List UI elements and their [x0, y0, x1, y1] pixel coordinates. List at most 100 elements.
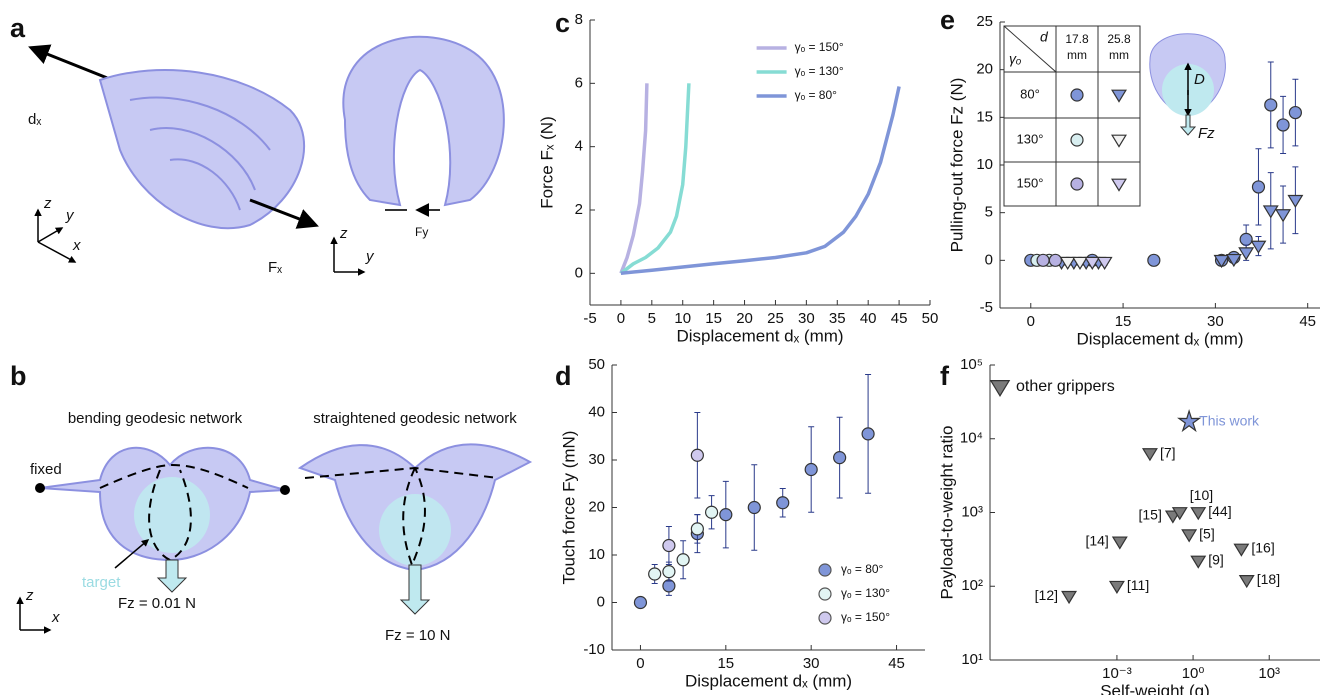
- marker: [1213, 254, 1230, 269]
- line: [620, 86, 901, 276]
- marker: [1251, 180, 1266, 194]
- x-tick-label: 45: [891, 310, 908, 327]
- y-tick-label: -10: [583, 641, 605, 658]
- x-tick-label: 0: [1027, 313, 1035, 330]
- y-tick-label: 0: [597, 593, 605, 610]
- y-axis-label: Force Fₓ (N): [537, 116, 556, 208]
- marker: [1111, 89, 1127, 103]
- legend-label: γₒ = 150°: [841, 610, 890, 624]
- marker: [1276, 118, 1290, 132]
- marker: [662, 579, 676, 593]
- marker: [818, 563, 832, 577]
- marker: [1250, 240, 1267, 254]
- marker: [1238, 575, 1255, 589]
- x-tick-label: 45: [888, 655, 905, 672]
- x-tick-label: 10⁰: [1182, 665, 1205, 682]
- illustration-label: Fy: [415, 225, 428, 239]
- panel-label: b: [10, 361, 27, 391]
- inset-sketch: [1149, 33, 1226, 136]
- marker: [719, 508, 733, 522]
- legend-label: γₒ = 80°: [795, 88, 838, 102]
- marker: [818, 587, 832, 601]
- x-axis-label: Displacement dₓ (mm): [1076, 329, 1243, 348]
- marker: [1238, 247, 1255, 261]
- x-tick-label: 45: [1299, 313, 1316, 330]
- legend-label: γₒ = 130°: [795, 64, 844, 78]
- y-tick-label: 50: [588, 356, 605, 373]
- line: [619, 83, 691, 275]
- y-tick-label: 8: [575, 11, 583, 28]
- table-row-label: 150°: [1017, 175, 1044, 190]
- y-tick-label: 10: [588, 546, 605, 563]
- y-tick-label: 40: [588, 403, 605, 420]
- x-tick-label: 15: [705, 310, 722, 327]
- illustration-a: a dₓ Fₓ z y x Fy z y: [10, 13, 505, 276]
- marker: [1264, 98, 1278, 112]
- x-tick-label: 10⁻³: [1102, 665, 1132, 682]
- marker: [833, 451, 847, 465]
- panel-label: c: [555, 8, 570, 38]
- marker: [861, 427, 875, 441]
- y-tick-label: 25: [976, 13, 993, 30]
- y-tick-label: 0: [575, 264, 583, 281]
- point-label: [18]: [1257, 571, 1280, 587]
- marker: [662, 538, 676, 553]
- marker: [1070, 133, 1084, 147]
- x-tick-label: 0: [636, 655, 644, 672]
- marker: [776, 496, 790, 510]
- x-tick-label: 5: [648, 310, 656, 327]
- marker: [1108, 580, 1125, 595]
- x-tick-label: 15: [717, 655, 734, 672]
- marker: [804, 462, 818, 477]
- point-label: [44]: [1208, 503, 1231, 519]
- panel-label: e: [940, 5, 955, 35]
- x-tick-label: 15: [1115, 313, 1132, 330]
- y-tick-label: 10²: [961, 577, 983, 594]
- table-row-label: 130°: [1017, 131, 1044, 146]
- line: [619, 83, 649, 274]
- marker: [1190, 507, 1207, 521]
- marker: [1111, 178, 1127, 192]
- illustration-label: target: [82, 574, 121, 591]
- illustration-label: Fz = 0.01 N: [118, 595, 196, 612]
- table-header: mm: [1109, 48, 1129, 62]
- y-tick-label: -5: [980, 299, 993, 316]
- y-tick-label: 10⁵: [960, 356, 983, 373]
- point-label: [7]: [1160, 444, 1176, 460]
- x-axis-label: Self-weight (g): [1100, 681, 1210, 695]
- marker: [1096, 256, 1113, 270]
- legend-label: γₒ = 130°: [841, 586, 890, 600]
- x-axis-label: Displacement dₓ (mm): [676, 326, 843, 345]
- y-tick-label: 6: [575, 74, 583, 91]
- y-axis-label: Pulling-out force Fz (N): [947, 78, 966, 253]
- marker: [1036, 253, 1050, 267]
- marker: [747, 500, 761, 515]
- y-tick-label: 10: [976, 156, 993, 173]
- point-label: [15]: [1139, 507, 1162, 523]
- marker: [1059, 256, 1076, 270]
- series-label: This work: [1199, 412, 1260, 428]
- marker: [1141, 448, 1158, 462]
- illustration-b: b bending geodesic network straightened …: [10, 361, 533, 644]
- x-tick-label: -5: [583, 310, 596, 327]
- marker: [704, 505, 719, 519]
- y-tick-label: 10³: [961, 503, 983, 520]
- y-tick-label: 20: [976, 61, 993, 78]
- point-label: [10]: [1190, 487, 1213, 503]
- panel-label: a: [10, 13, 26, 43]
- point-label: [12]: [1035, 587, 1058, 603]
- inset-label: Fz: [1198, 125, 1215, 142]
- panel-label: d: [555, 361, 572, 391]
- x-tick-label: 40: [860, 310, 877, 327]
- marker: [1147, 253, 1161, 267]
- marker: [1061, 590, 1078, 605]
- point-label: [5]: [1199, 525, 1215, 541]
- axis-glyph: z: [43, 195, 52, 212]
- axis-glyph: x: [51, 609, 60, 626]
- y-tick-label: 5: [985, 204, 993, 221]
- table-header: 25.8: [1107, 32, 1131, 46]
- axis-glyph: z: [339, 225, 348, 242]
- marker: [676, 553, 690, 567]
- legend-label: other grippers: [1016, 378, 1115, 395]
